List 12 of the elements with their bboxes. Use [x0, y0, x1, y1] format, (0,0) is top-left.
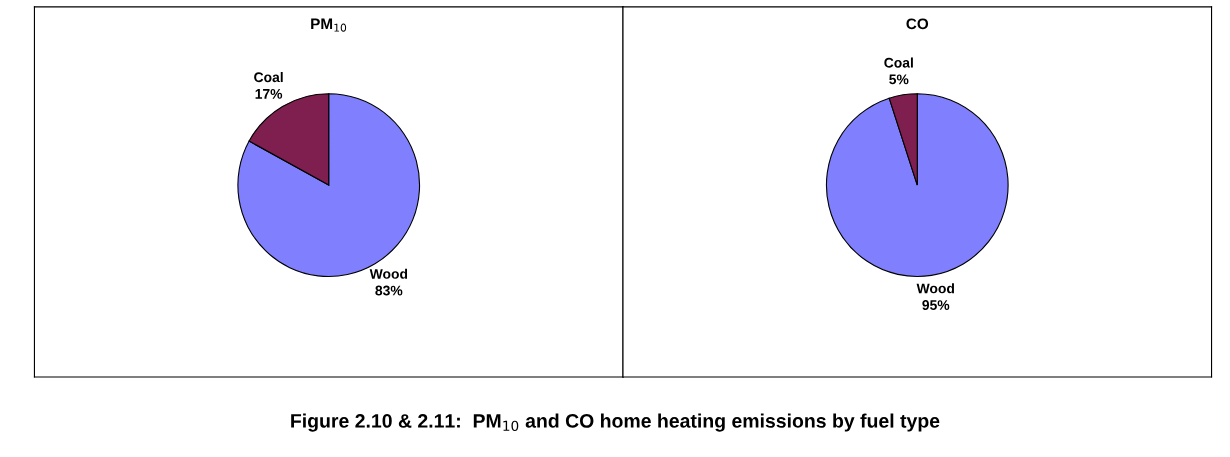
slice-label: Coal: [884, 57, 913, 68]
data-label: 95%: [922, 300, 950, 310]
slice-label: Wood: [369, 268, 408, 279]
chart-title: PM$_{10}$: [311, 18, 347, 32]
data-label: 83%: [375, 285, 403, 296]
caption: Figure 2.10 & 2.11: PM$_{10}$ and CO home heating emissions by fuel type: [291, 413, 940, 432]
pie-slice: [825, 93, 1009, 278]
data-label: 17%: [255, 88, 283, 99]
data-label: 5%: [889, 74, 909, 85]
slice-label: Wood: [916, 283, 954, 294]
chart-title: CO: [906, 18, 929, 30]
slice-label: Coal: [254, 71, 283, 83]
